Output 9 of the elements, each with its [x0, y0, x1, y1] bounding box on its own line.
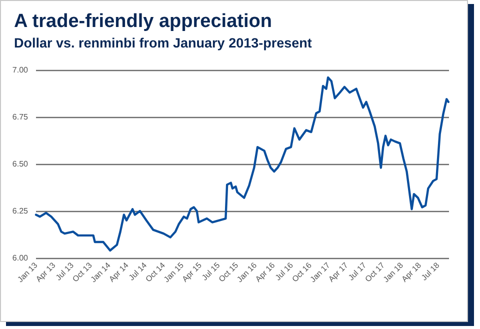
y-tick-label: 6.50: [12, 160, 29, 168]
line-series: [34, 76, 450, 252]
y-tick-label: 6.25: [12, 206, 29, 216]
y-tick-label: 6.75: [12, 112, 29, 122]
chart-title: A trade-friendly appreciation: [14, 11, 272, 32]
x-tick-label: Jul 18: [420, 260, 442, 282]
y-tick-label: 6.00: [12, 254, 29, 262]
y-tick-label: 7.00: [12, 66, 29, 74]
chart-subtitle: Dollar vs. renminbi from January 2013-present: [14, 36, 312, 50]
